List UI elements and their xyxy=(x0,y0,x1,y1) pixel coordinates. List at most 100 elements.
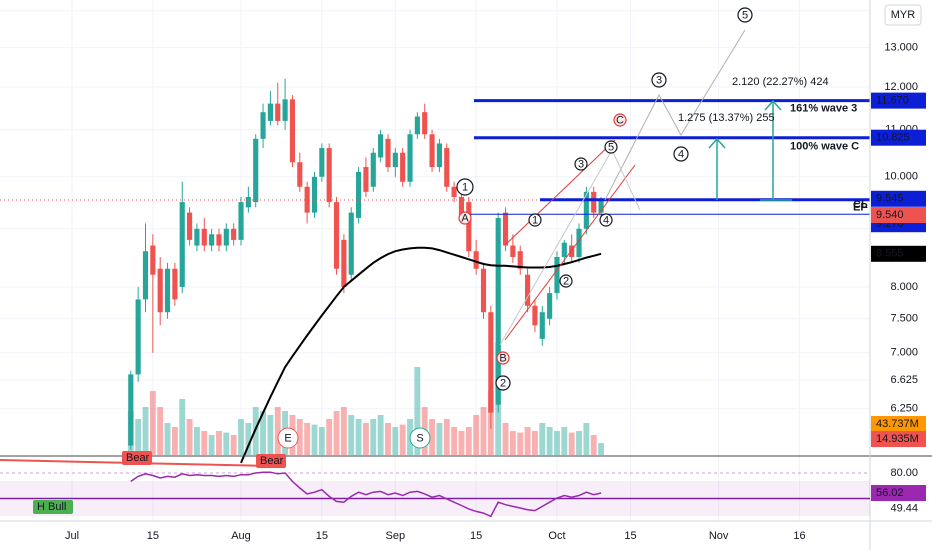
level-label-badge xyxy=(871,129,926,146)
volume-bar xyxy=(157,407,164,455)
volume-bar xyxy=(473,415,480,455)
candle-body xyxy=(201,228,207,246)
volume-bar xyxy=(546,427,553,455)
x-tick-label: 16 xyxy=(793,530,805,542)
volume-bar xyxy=(436,423,443,455)
volume-bar xyxy=(451,427,458,455)
volume-bar xyxy=(385,423,391,455)
signal-marker xyxy=(277,427,299,449)
rsi-tick-label: 80.00 xyxy=(890,467,918,479)
volume-bar xyxy=(429,419,435,455)
wave-label: 5 xyxy=(608,141,614,153)
wave-label: 4 xyxy=(678,148,684,160)
price-pane xyxy=(0,78,870,464)
divergence-label: Bear xyxy=(126,452,150,464)
volume-bar xyxy=(230,435,237,455)
candle-body xyxy=(414,116,420,135)
level-label: 11.670 xyxy=(876,95,909,107)
volume-bar xyxy=(465,427,472,455)
wave-label: C xyxy=(616,114,624,126)
volume-bar xyxy=(414,367,421,455)
y-tick-label: 6.250 xyxy=(890,403,918,415)
candle-body xyxy=(517,251,523,269)
volume-bar xyxy=(208,435,215,455)
volume-bar xyxy=(370,419,377,455)
candle-body xyxy=(297,162,303,187)
projection xyxy=(604,29,746,201)
candle-body xyxy=(282,99,288,121)
volume-bar xyxy=(245,423,252,455)
axes: 14.00013.00012.00011.00010.0009.0008.000… xyxy=(65,5,926,542)
volume-ma: 43.737M xyxy=(876,418,919,430)
ma-value-badge xyxy=(871,245,926,262)
candle-body xyxy=(216,234,222,246)
candle-body xyxy=(348,212,354,275)
volume-bar xyxy=(304,423,311,455)
last-price: 9.540 xyxy=(876,209,904,221)
candle-body xyxy=(480,268,487,313)
volume-bar xyxy=(216,431,222,455)
volume-bar xyxy=(517,432,524,455)
level-name: EP xyxy=(853,202,868,214)
volume-bar xyxy=(142,407,149,455)
candle-body xyxy=(289,99,296,163)
candle-body xyxy=(502,212,509,246)
volume-bar xyxy=(443,419,450,455)
level-label-badge xyxy=(871,190,926,207)
level-name: 100% wave C xyxy=(790,141,859,153)
currency-badge[interactable] xyxy=(884,4,922,26)
wave-label: 4 xyxy=(603,214,609,226)
candle-body xyxy=(495,217,501,405)
candle-body xyxy=(319,148,325,177)
volume-bar xyxy=(399,424,406,455)
rsi-tick-label: 49.44 xyxy=(890,502,918,514)
candle-body xyxy=(554,256,560,294)
divergence-tag xyxy=(122,451,152,465)
wave-marker xyxy=(495,375,511,391)
candle-body xyxy=(583,191,589,229)
rsi-line xyxy=(130,471,602,518)
x-tick-label: Nov xyxy=(709,530,729,542)
fib-label: 1.275 (13.37%) 255 xyxy=(678,112,775,124)
wave-marker xyxy=(604,140,618,154)
wave-marker xyxy=(651,72,667,88)
grid xyxy=(0,0,870,521)
wave-marker xyxy=(456,178,474,196)
y-tick-label: 7.500 xyxy=(890,313,918,325)
volume-last: 14.935M xyxy=(876,433,919,445)
volume-bar xyxy=(186,419,193,455)
volume-bar xyxy=(355,419,362,455)
volume-bar xyxy=(326,419,333,455)
wave-marker xyxy=(574,157,588,171)
volume-bar xyxy=(524,427,531,455)
wave-label: A xyxy=(461,212,469,224)
candle-body xyxy=(576,228,582,257)
candle-body xyxy=(400,152,406,182)
wave-marker xyxy=(458,211,472,225)
candle-body xyxy=(135,299,141,375)
level-name: 161% wave 3 xyxy=(790,103,857,115)
candle-body xyxy=(142,251,149,300)
candle-body xyxy=(429,134,435,168)
candle-body xyxy=(451,186,457,197)
candle-body xyxy=(363,167,369,192)
volume-bar xyxy=(333,411,340,455)
signal-marker xyxy=(409,427,431,449)
y-tick-label: 6.625 xyxy=(890,374,918,386)
candle-body xyxy=(466,202,472,252)
wave-marker xyxy=(613,113,627,127)
wave-label: 2 xyxy=(500,377,506,389)
volume-bar xyxy=(480,407,487,455)
volume-bar xyxy=(171,427,178,455)
candle-body xyxy=(150,245,156,275)
x-tick-label: 15 xyxy=(316,530,328,542)
x-tick-label: Jul xyxy=(65,530,79,542)
x-tick-label: Sep xyxy=(386,530,406,542)
level-name: CL xyxy=(853,199,868,211)
candle-body xyxy=(187,212,193,240)
wave-marker xyxy=(528,213,542,227)
volume-bar xyxy=(238,419,244,455)
volume-bar xyxy=(318,427,325,455)
